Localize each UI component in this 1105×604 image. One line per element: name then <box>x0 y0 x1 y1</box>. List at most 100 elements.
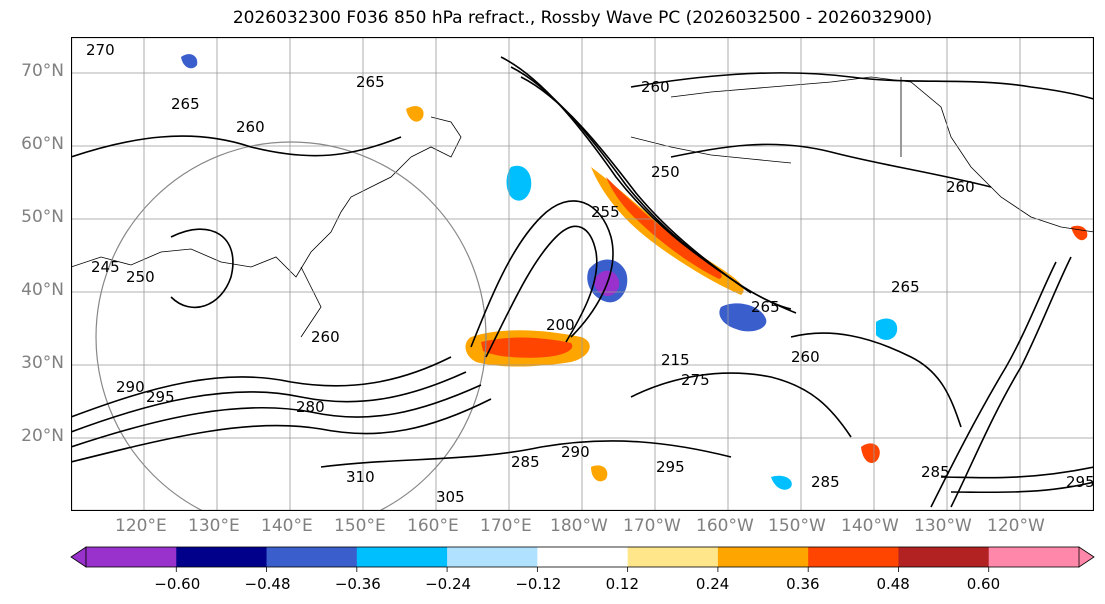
contour-label: 270 <box>86 41 115 59</box>
contour-line <box>630 72 1094 100</box>
contour-label: 280 <box>296 398 325 416</box>
colorbar <box>70 546 1095 572</box>
contour-label: 255 <box>591 203 620 221</box>
colorbar-segment <box>447 547 538 567</box>
colorbar-tick-label: 0.60 <box>966 575 1001 593</box>
colorbar-tick-label: 0.36 <box>786 575 820 593</box>
negative-anomaly-blob-3 <box>719 303 767 332</box>
lat-label-70n: 70°N <box>21 61 64 81</box>
contour-line <box>470 200 614 348</box>
contour-label: 250 <box>651 163 680 181</box>
lon-label-130w: 130°W <box>914 516 972 536</box>
contour-label: 290 <box>561 443 590 461</box>
contour-label: 260 <box>946 178 975 196</box>
contour-label: 290 <box>116 378 145 396</box>
lon-label-170w: 170°W <box>623 516 681 536</box>
colorbar-tick-label: −0.12 <box>515 575 562 593</box>
contour-line <box>71 398 492 463</box>
contour-label: 295 <box>1066 473 1094 491</box>
contour-line <box>950 256 1072 508</box>
colorbar-tick-label: −0.36 <box>334 575 381 593</box>
contour-label: 305 <box>436 488 465 506</box>
coastline-aleutians <box>630 136 792 164</box>
lat-label-40n: 40°N <box>21 280 64 300</box>
colorbar-segment <box>176 547 268 567</box>
colorbar-tick-label: −0.60 <box>154 575 201 593</box>
contour-line <box>790 332 962 428</box>
lon-label-150e: 150°E <box>334 516 386 536</box>
contour-line <box>170 228 234 309</box>
coastline-alaska <box>670 76 1094 233</box>
colorbar-border <box>85 546 1080 568</box>
map-title: 2026032300 F036 850 hPa refract., Rossby… <box>232 8 933 28</box>
contour-line <box>71 371 467 433</box>
colorbar-ticks <box>175 567 990 572</box>
contour-line <box>940 466 1094 479</box>
contour-line <box>71 384 482 448</box>
coastlines <box>71 76 1094 338</box>
contour-label: 260 <box>311 328 340 346</box>
lat-label-20n: 20°N <box>21 426 64 446</box>
coastline-kamchatka <box>410 116 462 158</box>
contour-label: 200 <box>546 316 575 334</box>
contour-labels: 270 265 260 265 260 250 260 255 265 245 … <box>86 41 1094 506</box>
lon-label-130e: 130°E <box>188 516 240 536</box>
lat-label-60n: 60°N <box>21 134 64 154</box>
contour-line <box>320 440 732 468</box>
lon-label-120e: 120°E <box>115 516 167 536</box>
coastline-japan <box>300 266 322 338</box>
colorbar-segments <box>70 546 1095 568</box>
contour-label: 285 <box>921 463 950 481</box>
contour-line <box>520 76 752 294</box>
contour-label: 250 <box>126 268 155 286</box>
contour-line <box>71 356 452 418</box>
lon-label-140w: 140°W <box>841 516 899 536</box>
contour-label: 285 <box>511 453 540 471</box>
contour-label: 245 <box>91 258 120 276</box>
contour-label: 295 <box>656 458 685 476</box>
colorbar-tick-label: 0.24 <box>695 575 730 593</box>
lon-label-120w: 120°W <box>987 516 1045 536</box>
contour-label: 275 <box>681 371 710 389</box>
negative-anomaly-patch <box>181 54 198 69</box>
colorbar-tick-label: 0.48 <box>876 575 910 593</box>
lon-label-140e: 140°E <box>261 516 313 536</box>
negative-anomaly-blob-2 <box>506 165 532 201</box>
colorbar-tick-label: 0.12 <box>605 575 640 593</box>
graticule <box>71 37 1094 511</box>
colorbar-segment <box>988 547 1080 567</box>
contour-line <box>950 481 1094 494</box>
contour-line <box>71 135 402 158</box>
colorbar-segment <box>86 547 177 567</box>
contour-label: 215 <box>661 351 690 369</box>
contour-label: 295 <box>146 388 175 406</box>
contour-label: 265 <box>751 298 780 316</box>
contour-line <box>930 261 1057 508</box>
lon-label-160e: 160°E <box>407 516 459 536</box>
map-background <box>71 37 1094 511</box>
contour-label: 265 <box>356 73 385 91</box>
contour-line <box>485 225 598 358</box>
colorbar-segment <box>266 547 358 567</box>
lon-label-180w: 180°W <box>550 516 608 536</box>
contour-label: 260 <box>236 118 265 136</box>
contour-line <box>670 143 992 188</box>
refractivity-contours <box>71 56 1094 508</box>
coastline-asia <box>71 156 412 278</box>
contour-label: 260 <box>791 348 820 366</box>
colorbar-extend-min <box>70 546 87 568</box>
lat-label-30n: 30°N <box>21 353 64 373</box>
positive-anomaly-band-core <box>606 177 722 279</box>
map-plot: 270 265 260 265 260 250 260 255 265 245 … <box>71 37 1094 511</box>
lon-label-150w: 150°W <box>768 516 826 536</box>
colorbar-segment <box>808 547 899 567</box>
positive-anomaly-patch <box>406 106 424 122</box>
map-border <box>71 37 1094 511</box>
contour-label: 285 <box>811 473 840 491</box>
colorbar-tick-label: −0.24 <box>425 575 472 593</box>
colorbar-extend-max <box>1078 546 1095 568</box>
contour-label: 310 <box>346 468 375 486</box>
colorbar-segment <box>717 547 809 567</box>
colorbar-segment <box>898 547 990 567</box>
negative-anomaly-patch-2 <box>771 475 792 490</box>
